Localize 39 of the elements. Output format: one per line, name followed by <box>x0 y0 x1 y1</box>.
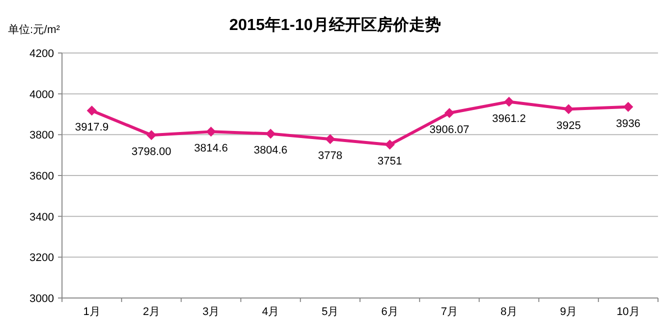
y-tick-label: 3400 <box>30 211 54 224</box>
point <box>444 108 454 118</box>
y-tick-label: 3800 <box>30 130 54 142</box>
data-label: 3925 <box>556 120 581 132</box>
y-tick-label: 3600 <box>30 170 54 182</box>
y-tick-label: 4000 <box>30 88 54 101</box>
data-label: 3778 <box>318 150 342 162</box>
point <box>564 104 574 114</box>
x-tick-label: 7月 <box>440 306 458 318</box>
point <box>86 106 97 116</box>
x-tick-label: 5月 <box>322 306 339 318</box>
data-label: 3906.07 <box>430 124 470 136</box>
chart-title: 2015年1-10月经开区房价走势 <box>229 15 441 34</box>
data-label: 3917.9 <box>74 122 109 134</box>
point <box>325 134 336 144</box>
x-tick-label: 9月 <box>560 306 578 318</box>
y-tick-label: 3200 <box>30 252 54 264</box>
point <box>146 130 156 140</box>
y-axis-title: 单位:元/m² <box>8 23 60 36</box>
point <box>504 96 514 107</box>
x-tick-label: 3月 <box>202 306 220 318</box>
data-label: 3798.00 <box>132 146 172 158</box>
data-label: 3936 <box>616 118 640 130</box>
data-label: 3751 <box>378 156 402 168</box>
x-tick-label: 10月 <box>616 306 640 318</box>
data-label: 3961.2 <box>492 112 526 125</box>
y-tick-label: 4200 <box>30 48 54 60</box>
x-tick-label: 2月 <box>142 306 160 318</box>
x-tick-label: 1月 <box>83 306 100 318</box>
x-tick-label: 4月 <box>262 306 280 318</box>
y-tick-label: 3000 <box>30 293 54 305</box>
data-label: 3804.6 <box>254 144 288 157</box>
data-label: 3814.6 <box>194 142 228 155</box>
point <box>623 102 634 112</box>
point <box>206 126 216 137</box>
point <box>266 128 276 139</box>
x-tick-label: 6月 <box>381 306 398 318</box>
point <box>384 140 395 150</box>
x-tick-label: 8月 <box>500 306 518 318</box>
